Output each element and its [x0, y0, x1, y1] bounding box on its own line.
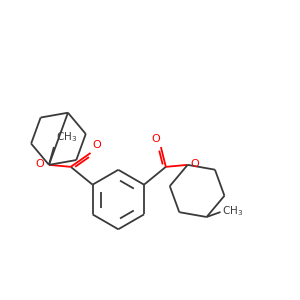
Text: O: O	[190, 159, 200, 169]
Text: O: O	[35, 159, 44, 169]
Text: CH$_3$: CH$_3$	[56, 130, 77, 144]
Text: O: O	[93, 140, 101, 150]
Text: CH$_3$: CH$_3$	[223, 204, 244, 218]
Text: O: O	[151, 134, 160, 144]
